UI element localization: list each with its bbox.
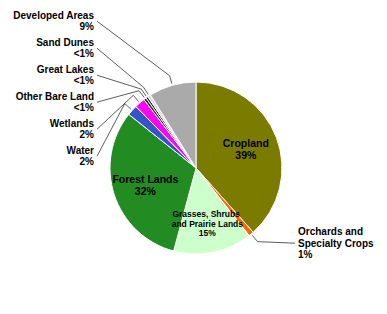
label-line: Wetlands (50, 118, 95, 129)
labels: Cropland39% Grasses, Shrubs and Prairie L… (13, 10, 374, 260)
value-label: 1% (298, 249, 313, 260)
leader-line (252, 235, 295, 243)
slices (110, 82, 282, 254)
label-line: Developed Areas (13, 10, 94, 21)
chart-container: Cropland39% Grasses, Shrubs and Prairie L… (0, 0, 387, 314)
label-line: Forest Lands (112, 173, 178, 185)
leader-line (97, 48, 148, 94)
label-line: Specialty Crops (298, 238, 374, 249)
value-label: 39% (235, 149, 257, 161)
category-label: Orchards and Specialty Crops (298, 223, 374, 249)
leader-line (97, 75, 146, 96)
label-line: Grasses, Shrubs (172, 209, 240, 219)
label-line: Cropland (223, 137, 269, 149)
category-label: Great Lakes (37, 64, 95, 75)
value-label: 9% (80, 21, 95, 32)
category-label: Forest Lands (112, 173, 178, 185)
category-label: Cropland (223, 137, 269, 149)
category-label: Wetlands (50, 118, 95, 129)
category-label: Sand Dunes (36, 37, 94, 48)
value-label: <1% (74, 75, 94, 86)
value-label: 15% (199, 228, 216, 238)
value-label: 2% (80, 156, 95, 167)
label-line: and Prairie Lands (172, 219, 244, 229)
leader-line (97, 95, 139, 129)
category-label: Developed Areas (13, 10, 94, 21)
leader-line (97, 21, 172, 83)
value-label: <1% (74, 102, 94, 113)
label-line: Orchards and (298, 226, 363, 237)
chart-svg: Cropland39% Grasses, Shrubs and Prairie L… (0, 0, 387, 314)
value-label: <1% (74, 48, 94, 59)
label-line: Sand Dunes (36, 37, 94, 48)
pie: Cropland39% Grasses, Shrubs and Prairie L… (13, 10, 374, 260)
slice (151, 82, 196, 168)
value-label: 2% (80, 129, 95, 140)
leader-lines (97, 21, 295, 243)
value-label: 32% (135, 185, 157, 197)
label-line: Other Bare Land (16, 91, 94, 102)
label-line: Great Lakes (37, 64, 95, 75)
label-line: Water (67, 145, 95, 156)
leader-line (97, 91, 144, 103)
leader-line (97, 104, 131, 157)
category-label: Grasses, Shrubs and Prairie Lands (172, 206, 244, 229)
category-label: Water (67, 145, 95, 156)
category-label: Other Bare Land (16, 91, 94, 102)
